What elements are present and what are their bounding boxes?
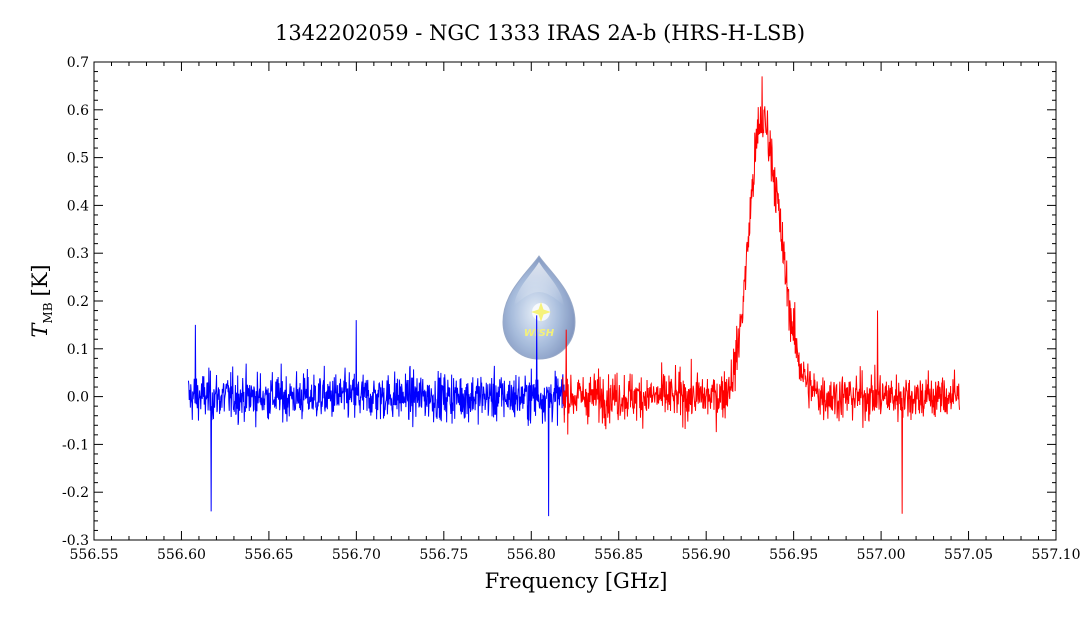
x-tick-label: 556.85	[594, 547, 643, 563]
y-tick-label: 0.7	[67, 55, 89, 71]
x-tick-label: 557.00	[857, 547, 906, 563]
y-tick-label: 0.6	[67, 103, 89, 119]
y-tick-label: 0.3	[67, 246, 89, 262]
series-line-1	[562, 76, 960, 514]
x-tick-label: 557.10	[1032, 547, 1080, 563]
x-tick-label: 556.80	[507, 547, 556, 563]
y-tick-label: 0.2	[67, 294, 89, 310]
plot-series	[187, 76, 960, 517]
y-tick-label: -0.1	[62, 437, 89, 453]
y-tick-label: -0.2	[62, 485, 89, 501]
y-tick-label: 0.5	[67, 151, 89, 167]
x-axis-label: Frequency [GHz]	[485, 569, 668, 593]
x-tick-label: 556.75	[419, 547, 468, 563]
wish-logo-text: WISH	[524, 328, 555, 339]
y-tick-label: 0.4	[67, 198, 89, 214]
y-tick-label: -0.3	[62, 533, 89, 549]
x-tick-label: 556.95	[769, 547, 818, 563]
x-tick-label: 556.70	[332, 547, 381, 563]
wish-logo: WISH	[502, 255, 576, 360]
series-line-0	[187, 315, 567, 517]
x-tick-label: 556.55	[70, 547, 119, 563]
y-axis-label-subscript: MB	[41, 302, 55, 323]
x-tick-label: 557.05	[944, 547, 993, 563]
x-tick-label: 556.60	[157, 547, 206, 563]
plot-frame	[93, 61, 1057, 541]
y-axis-label: TMB [K]	[28, 264, 55, 337]
x-tick-label: 556.65	[244, 547, 293, 563]
x-axis: 556.55 556.60 556.65 556.70 556.75 556.80 556.…	[70, 62, 1080, 563]
x-tick-label: 556.90	[682, 547, 731, 563]
y-axis: -0.3 -0.2 -0.1 0.0 0.1 0.2 0.3 0.4 0.5 0.6 0.7	[62, 55, 1056, 549]
chart-title: 1342202059 - NGC 1333 IRAS 2A-b (HRS-H-L…	[275, 21, 805, 45]
y-axis-label-unit: [K]	[28, 264, 52, 296]
y-tick-label: 0.0	[67, 390, 89, 406]
y-axis-label-symbol: T	[28, 322, 52, 338]
y-tick-label: 0.1	[67, 342, 89, 358]
